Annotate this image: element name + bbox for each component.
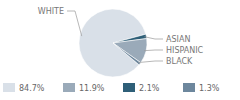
slice-label: HISPANIC	[166, 46, 204, 55]
leader-line	[138, 61, 163, 63]
slice-label: ASIAN	[166, 35, 190, 44]
legend-label: 1.3%	[199, 84, 220, 93]
legend-label: 2.1%	[139, 84, 160, 93]
chart-svg: WHITE ASIAN HISPANIC BLACK 84.7% 11.9% 2.1% 1.3…	[0, 0, 240, 100]
legend-label: 84.7%	[19, 84, 45, 93]
leader-line	[144, 37, 163, 39]
pie	[79, 9, 147, 77]
chart-root: WHITE ASIAN HISPANIC BLACK 84.7% 11.9% 2.1% 1.3…	[0, 0, 240, 100]
leader-line	[144, 50, 163, 52]
legend: 84.7% 11.9% 2.1% 1.3%	[3, 83, 220, 93]
slice-label: BLACK	[166, 57, 193, 66]
legend-swatch	[183, 83, 195, 92]
legend-swatch	[123, 83, 135, 92]
pie-slice	[113, 39, 147, 63]
leader-line	[67, 11, 82, 36]
pie-slice	[113, 43, 141, 65]
legend-swatch	[3, 83, 15, 92]
slice-label: WHITE	[38, 7, 64, 16]
legend-label: 11.9%	[79, 84, 105, 93]
legend-swatch	[63, 83, 75, 92]
